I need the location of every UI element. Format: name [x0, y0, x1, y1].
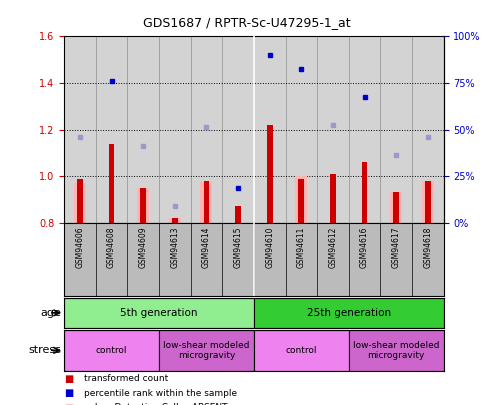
- Bar: [393, 192, 399, 223]
- Text: low-shear modeled
microgravity: low-shear modeled microgravity: [163, 341, 249, 360]
- Bar: [137, 188, 149, 223]
- Bar: [425, 181, 431, 223]
- Text: percentile rank within the sample: percentile rank within the sample: [84, 389, 237, 398]
- Bar: [349, 330, 444, 371]
- Bar: [141, 188, 146, 223]
- Bar: [74, 183, 86, 223]
- Bar: [254, 330, 349, 371]
- Bar: [362, 162, 367, 223]
- Bar: [298, 179, 304, 223]
- Text: control: control: [285, 346, 317, 355]
- Text: GDS1687 / RPTR-Sc-U47295-1_at: GDS1687 / RPTR-Sc-U47295-1_at: [142, 16, 351, 29]
- Text: value, Detection Call = ABSENT: value, Detection Call = ABSENT: [84, 403, 227, 405]
- Bar: [267, 125, 273, 223]
- Text: ■: ■: [64, 403, 73, 405]
- Text: GSM94612: GSM94612: [328, 226, 338, 268]
- Bar: [169, 218, 181, 223]
- Bar: [422, 181, 434, 223]
- Bar: [201, 181, 212, 223]
- Text: GSM94611: GSM94611: [297, 226, 306, 268]
- Text: transformed count: transformed count: [84, 374, 168, 383]
- Text: ■: ■: [64, 374, 73, 384]
- Bar: [235, 207, 241, 223]
- Bar: [64, 330, 159, 371]
- Bar: [159, 330, 254, 371]
- Bar: [64, 298, 254, 328]
- Text: GSM94617: GSM94617: [392, 226, 401, 268]
- Text: control: control: [96, 346, 127, 355]
- Text: GSM94609: GSM94609: [139, 226, 148, 268]
- Bar: [204, 181, 210, 223]
- Text: GSM94618: GSM94618: [423, 226, 432, 268]
- Text: GSM94614: GSM94614: [202, 226, 211, 268]
- Text: 25th generation: 25th generation: [307, 308, 391, 318]
- Bar: [254, 298, 444, 328]
- Text: GSM94615: GSM94615: [234, 226, 243, 268]
- Bar: [77, 179, 83, 223]
- Text: stress: stress: [29, 345, 62, 355]
- Bar: [172, 218, 177, 223]
- Text: 5th generation: 5th generation: [120, 308, 198, 318]
- Text: GSM94613: GSM94613: [170, 226, 179, 268]
- Text: age: age: [41, 308, 62, 318]
- Text: GSM94610: GSM94610: [265, 226, 274, 268]
- Bar: [390, 192, 402, 223]
- Text: low-shear modeled
microgravity: low-shear modeled microgravity: [353, 341, 439, 360]
- Text: ■: ■: [64, 388, 73, 398]
- Bar: [330, 174, 336, 223]
- Text: GSM94606: GSM94606: [75, 226, 84, 268]
- Bar: [295, 176, 307, 223]
- Text: GSM94608: GSM94608: [107, 226, 116, 268]
- Text: GSM94616: GSM94616: [360, 226, 369, 268]
- Bar: [108, 144, 114, 223]
